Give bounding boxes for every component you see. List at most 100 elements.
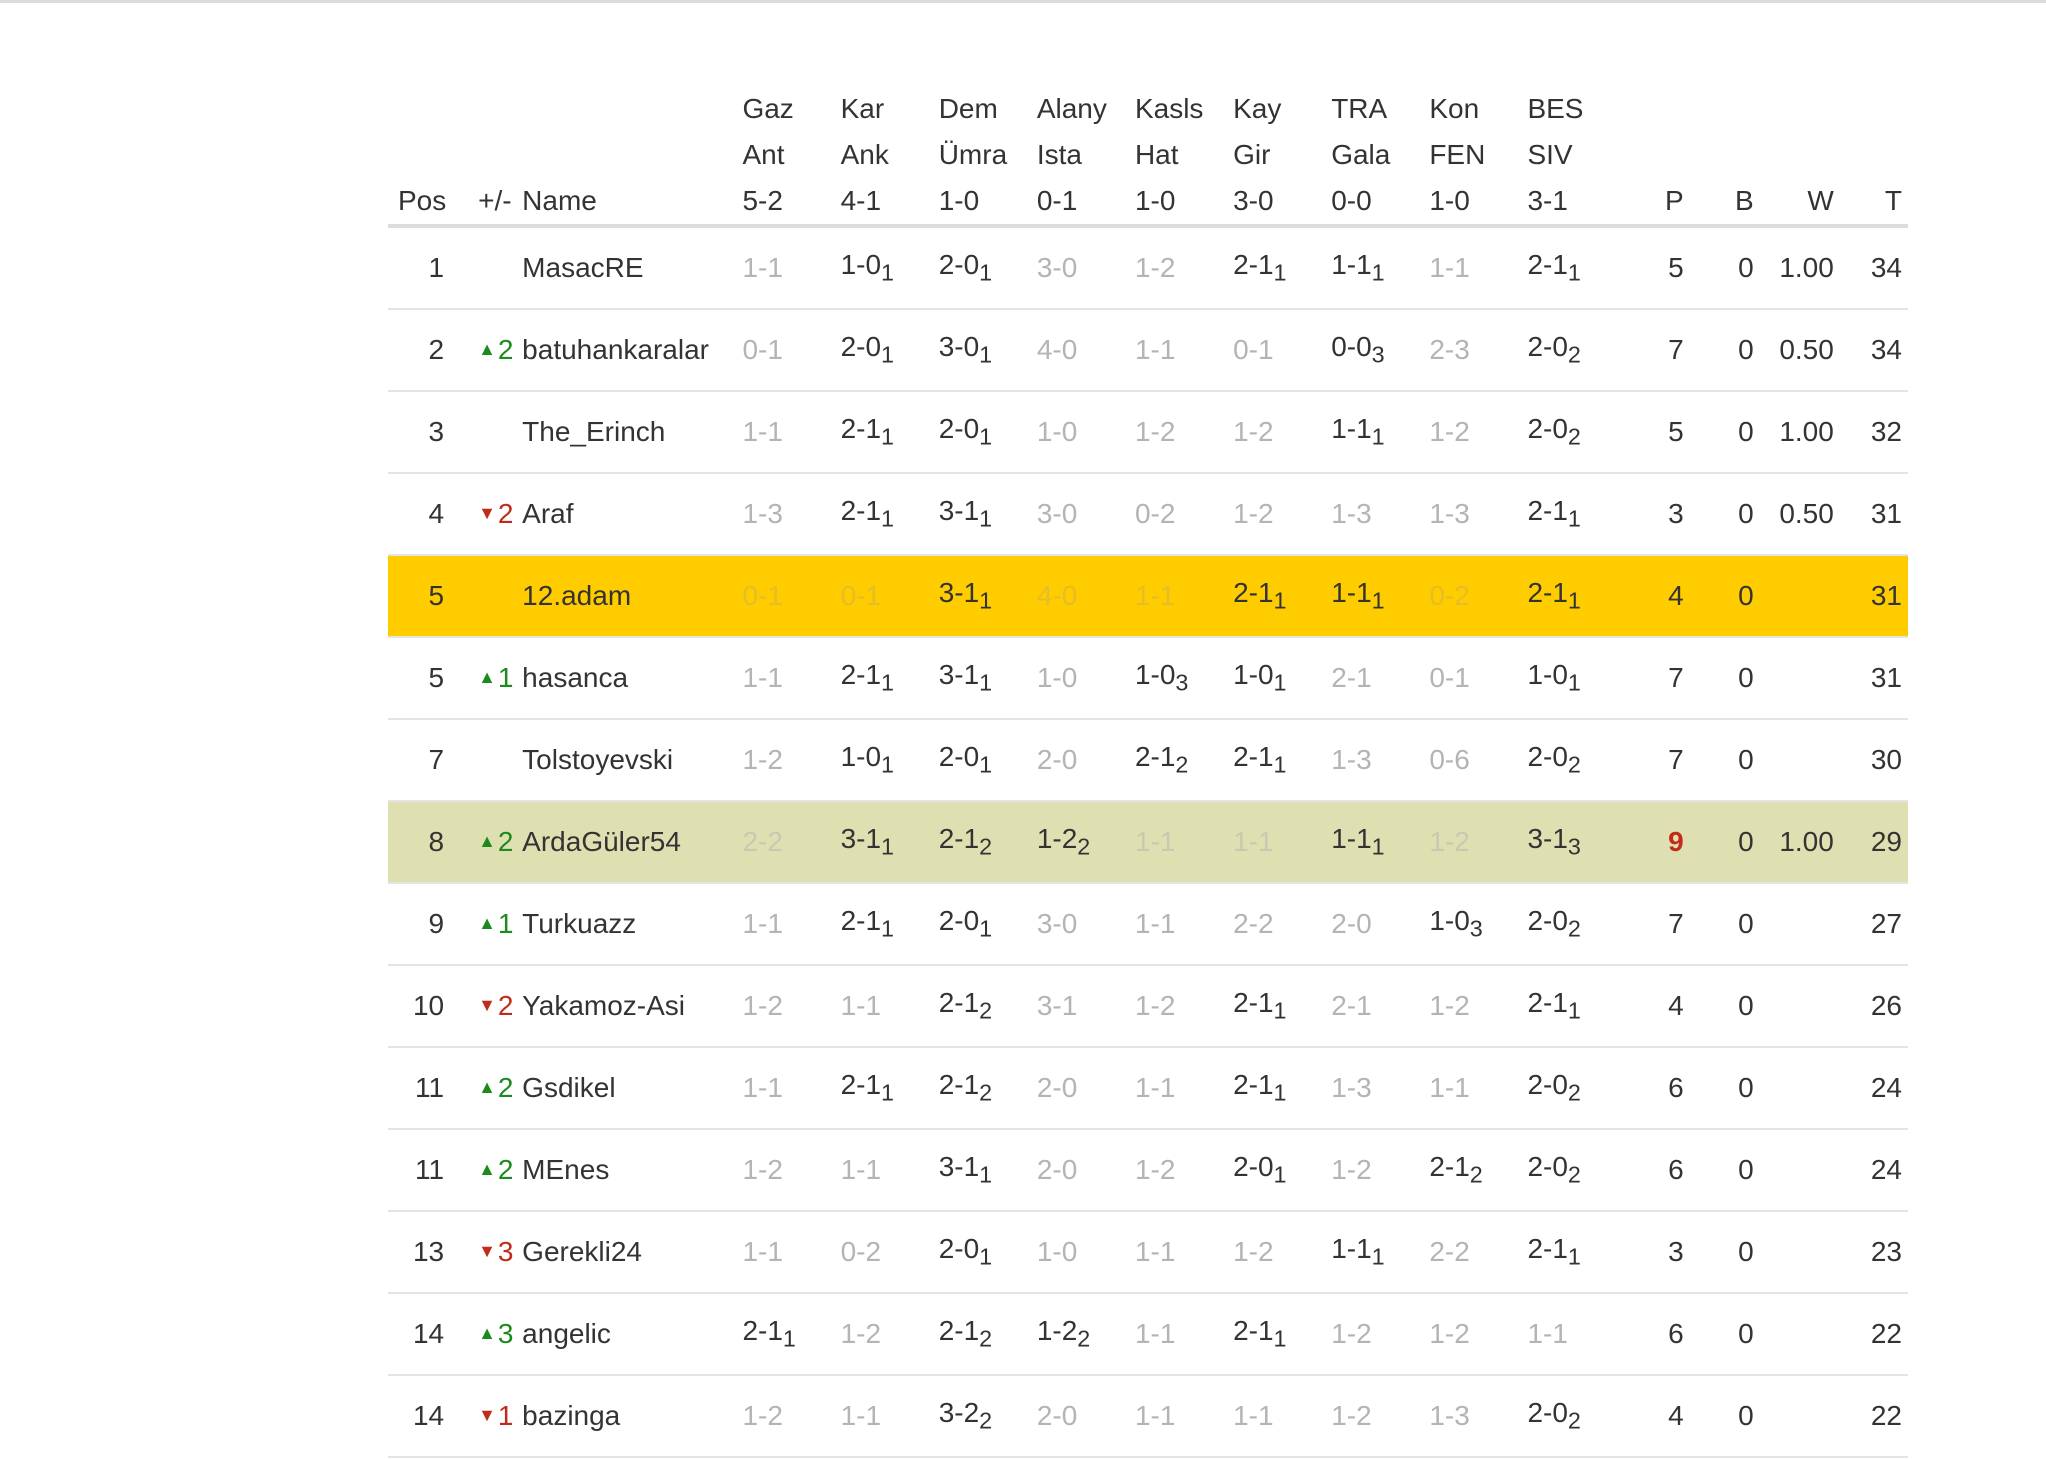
- position-cell: 10: [388, 965, 463, 1048]
- prediction-points: 1: [979, 669, 993, 696]
- table-row[interactable]: 8 ▲2 ArdaGüler54 2-2 3-11 2-12 1-22 1-1 1-1 1-11 1…: [388, 801, 1908, 884]
- prediction-score: 0-2: [1134, 498, 1176, 529]
- prediction-score: 2-0: [938, 1233, 980, 1265]
- b-cell: 0: [1689, 1129, 1760, 1212]
- player-name[interactable]: Turkuazz: [522, 883, 743, 966]
- player-name[interactable]: batuhankaralar: [522, 309, 743, 392]
- table-row[interactable]: 13 ▼3 Gerekli24 1-1 0-2 2-01 1-0 1-1 1-2 1-11 2-2 2…: [388, 1211, 1908, 1294]
- prediction-cell: 1-11: [1331, 226, 1430, 310]
- table-row[interactable]: 5 12.adam 0-1 0-1 3-11 4-0 1-1 2-11 1-11 0-2 2-11 4…: [388, 555, 1908, 638]
- prediction-score: 3-2: [938, 1397, 980, 1429]
- prediction-points: 1: [881, 423, 895, 450]
- player-name[interactable]: angelic: [522, 1293, 743, 1376]
- prediction-score: 1-0: [1429, 905, 1470, 937]
- player-name[interactable]: Tolstoyevski: [522, 719, 743, 802]
- prediction-cell: 2-11: [840, 473, 939, 556]
- rank-change-cell: [462, 226, 523, 310]
- prediction-points: 1: [1273, 259, 1287, 286]
- prediction-score: 1-3: [742, 498, 783, 529]
- prediction-cell: 2-02: [1527, 1375, 1632, 1458]
- top-divider: [0, 0, 2046, 3]
- b-cell: 0: [1689, 719, 1760, 802]
- prediction-score: 2-0: [1036, 1072, 1078, 1103]
- prediction-score: 1-0: [1233, 659, 1274, 691]
- table-row[interactable]: 14 ▲3 angelic 2-11 1-2 2-12 1-22 1-1 2-11 1-2 1-2 1…: [388, 1293, 1908, 1376]
- player-name[interactable]: Gerekli24: [522, 1211, 743, 1294]
- col-header-match-2[interactable]: Kar Ank 4-1: [840, 70, 939, 228]
- prediction-cell: 1-3: [1429, 1375, 1528, 1458]
- col-header-match-1[interactable]: Gaz Ant 5-2: [742, 70, 841, 228]
- player-name[interactable]: Yakamoz-Asi: [522, 965, 743, 1048]
- prediction-score: 3-1: [938, 577, 980, 609]
- p-cell: 7: [1631, 637, 1690, 720]
- player-name[interactable]: bazinga: [522, 1375, 743, 1458]
- prediction-score: 1-0: [1036, 662, 1078, 693]
- prediction-points: 3: [1469, 915, 1483, 942]
- prediction-points: 3: [1175, 669, 1189, 696]
- col-header-match-5[interactable]: Kasls Hat 1-0: [1134, 70, 1234, 228]
- prediction-score: 1-2: [1036, 1315, 1078, 1347]
- table-row[interactable]: 3 The_Erinch 1-1 2-11 2-01 1-0 1-2 1-2 1-11 1-2 2-…: [388, 391, 1908, 474]
- col-header-t[interactable]: T: [1839, 70, 1908, 228]
- t-cell: 22: [1839, 1375, 1908, 1458]
- prediction-score: 2-0: [1527, 331, 1568, 363]
- player-name[interactable]: Gsdikel: [522, 1047, 743, 1130]
- prediction-score: 0-0: [1331, 331, 1372, 363]
- prediction-cell: 2-11: [1233, 965, 1332, 1048]
- table-row[interactable]: 7 Tolstoyevski 1-2 1-01 2-01 2-0 2-12 2-11 1-3 0-…: [388, 719, 1908, 802]
- prediction-score: 0-6: [1429, 744, 1470, 775]
- prediction-cell: 1-1: [1134, 883, 1234, 966]
- table-row[interactable]: 9 ▲1 Turkuazz 1-1 2-11 2-01 3-0 1-1 2-2 2-0 1-03 2-…: [388, 883, 1908, 966]
- player-name[interactable]: MasacRE: [522, 226, 743, 310]
- col-header-change[interactable]: +/-: [462, 70, 523, 228]
- col-header-w[interactable]: W: [1759, 70, 1840, 228]
- prediction-cell: 2-1: [1331, 965, 1430, 1048]
- rank-change-cell: ▲1: [462, 637, 523, 720]
- prediction-score: 1-1: [742, 252, 783, 283]
- prediction-score: 1-1: [1134, 826, 1176, 857]
- player-name[interactable]: The_Erinch: [522, 391, 743, 474]
- prediction-points: 1: [979, 1243, 993, 1270]
- prediction-score: 1-1: [1233, 1400, 1274, 1431]
- col-header-match-8[interactable]: Kon FEN 1-0: [1429, 70, 1528, 228]
- col-header-match-7[interactable]: TRA Gala 0-0: [1331, 70, 1430, 228]
- rank-change-cell: ▲1: [462, 883, 523, 966]
- prediction-score: 2-0: [938, 249, 980, 281]
- prediction-points: 2: [979, 1325, 993, 1352]
- prediction-score: 1-2: [1134, 990, 1176, 1021]
- prediction-score: 0-1: [1429, 662, 1470, 693]
- prediction-score: 3-0: [938, 331, 980, 363]
- player-name[interactable]: Araf: [522, 473, 743, 556]
- prediction-score: 2-0: [1527, 1069, 1568, 1101]
- prediction-score: 1-1: [742, 908, 783, 939]
- position-cell: 14: [388, 1293, 463, 1376]
- player-name[interactable]: 12.adam: [522, 555, 743, 638]
- prediction-cell: 2-2: [1233, 883, 1332, 966]
- prediction-cell: 1-2: [742, 965, 841, 1048]
- player-name[interactable]: ArdaGüler54: [522, 801, 743, 884]
- player-name[interactable]: MEnes: [522, 1129, 743, 1212]
- p-cell: 4: [1631, 965, 1690, 1048]
- table-row[interactable]: 5 ▲1 hasanca 1-1 2-11 3-11 1-0 1-03 1-01 2-1 0-1 1-…: [388, 637, 1908, 720]
- col-header-p[interactable]: P: [1631, 70, 1690, 228]
- table-row[interactable]: 4 ▼2 Araf 1-3 2-11 3-11 3-0 0-2 1-2 1-3 1-3 2-11 3 0 0…: [388, 473, 1908, 556]
- prediction-score: 3-1: [840, 823, 882, 855]
- table-row[interactable]: 2 ▲2 batuhankaralar 0-1 2-01 3-01 4-0 1-1 0-1 0-0…: [388, 309, 1908, 392]
- prediction-points: 1: [1273, 587, 1287, 614]
- prediction-points: 1: [881, 505, 895, 532]
- col-header-match-4[interactable]: Alany Ista 0-1: [1036, 70, 1135, 228]
- table-row[interactable]: 14 ▼1 bazinga 1-2 1-1 3-22 2-0 1-1 1-1 1-2 1-3 2-02…: [388, 1375, 1908, 1458]
- col-header-b[interactable]: B: [1689, 70, 1760, 228]
- player-name[interactable]: hasanca: [522, 637, 743, 720]
- table-row[interactable]: 11 ▲2 MEnes 1-2 1-1 3-11 2-0 1-2 2-01 1-2 2-12 2-02…: [388, 1129, 1908, 1212]
- col-header-name[interactable]: Name: [522, 70, 743, 228]
- table-row[interactable]: 11 ▲2 Gsdikel 1-1 2-11 2-12 2-0 1-1 2-11 1-3 1-1 2-…: [388, 1047, 1908, 1130]
- col-header-match-6[interactable]: Kay Gir 3-0: [1233, 70, 1332, 228]
- table-row[interactable]: 1 MasacRE 1-1 1-01 2-01 3-0 1-2 2-11 1-11 1-1 2-11…: [388, 226, 1908, 310]
- prediction-score: 1-2: [1331, 1318, 1372, 1349]
- col-header-pos[interactable]: Pos: [388, 70, 463, 228]
- table-row[interactable]: 10 ▼2 Yakamoz-Asi 1-2 1-1 2-12 3-1 1-2 2-11 2-1 1-…: [388, 965, 1908, 1048]
- col-header-match-9[interactable]: BES SIV 3-1: [1527, 70, 1632, 228]
- col-header-match-3[interactable]: Dem Ümra 1-0: [938, 70, 1037, 228]
- b-cell: 0: [1689, 1293, 1760, 1376]
